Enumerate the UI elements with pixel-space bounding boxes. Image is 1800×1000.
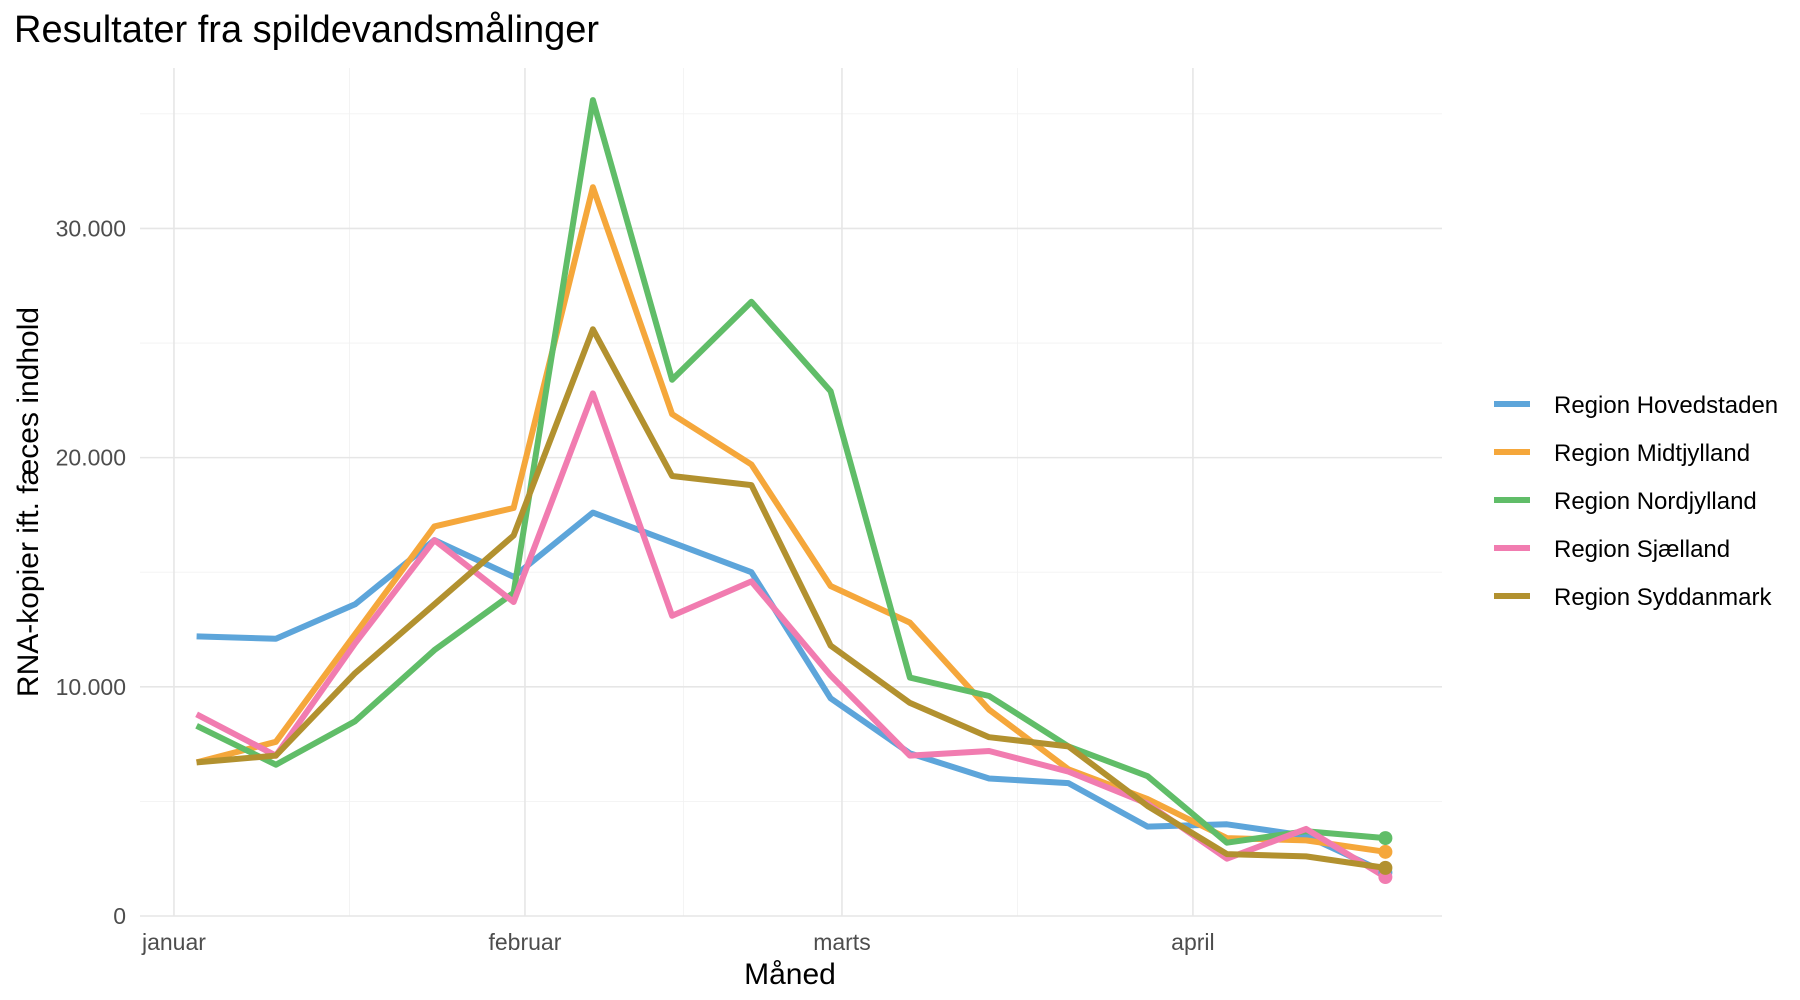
series-end-marker [1378,831,1393,846]
y-tick-label: 30.000 [56,215,126,241]
x-axis-ticks: januar februar marts april [141,929,1215,955]
series-line [196,326,1386,871]
series-end-marker [1378,860,1393,875]
y-tick-label: 10.000 [56,674,126,700]
legend-label: Region Midtjylland [1554,440,1750,467]
chart-title: Resultater fra spildevandsmålinger [14,9,599,51]
x-tick-label: januar [141,929,206,955]
y-tick-label: 20.000 [56,445,126,471]
legend-label: Region Hovedstaden [1554,392,1778,419]
x-tick-label: april [1171,929,1214,955]
x-axis-title: Måned [744,958,836,991]
x-tick-label: marts [813,929,871,955]
series-line [196,509,1387,876]
y-tick-label: 0 [113,903,126,929]
minor-gridlines [140,68,1442,916]
major-gridlines [140,68,1442,917]
legend-label: Region Syddanmark [1554,584,1772,611]
x-tick-label: februar [489,929,562,955]
y-axis-title: RNA-kopier ift. fæces indhold [12,307,45,697]
legend-label: Region Nordjylland [1554,488,1757,515]
legend-label: Region Sjælland [1554,536,1730,563]
series-line [195,184,1386,855]
y-axis-ticks: 0 10.000 20.000 30.000 [56,215,126,929]
series-end-markers [1378,831,1393,885]
series-line [195,97,1386,846]
series-lines [195,97,1387,880]
series-end-marker [1378,844,1393,859]
legend: Region Hovedstaden Region Midtjylland Regi… [1494,392,1778,611]
